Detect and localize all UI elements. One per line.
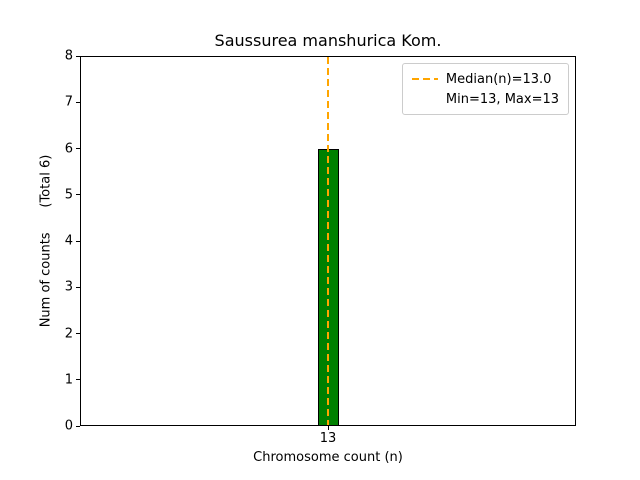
legend-entry-median: Median(n)=13.0	[411, 69, 559, 89]
legend-label-median: Median(n)=13.0	[445, 71, 552, 87]
y-tick-mark	[76, 148, 80, 149]
y-tick-mark	[76, 194, 80, 196]
y-tick-mark	[76, 379, 80, 381]
y-tick-mark	[76, 286, 80, 288]
x-tick-label: 13	[319, 431, 337, 446]
y-tick-label: 3	[64, 279, 73, 295]
y-tick-label: 7	[64, 94, 73, 110]
legend-entry-minmax: Min=13, Max=13	[412, 89, 559, 109]
y-tick-label: 2	[64, 326, 73, 341]
legend-label-minmax: Min=13, Max=13	[445, 91, 559, 107]
y-tick-label: 0	[64, 418, 73, 434]
y-tick-mark	[76, 425, 80, 427]
legend-marker-spacer	[412, 98, 438, 100]
y-tick-mark	[76, 101, 80, 103]
y-tick-mark	[76, 240, 80, 242]
y-tick-label: 8	[64, 48, 73, 64]
y-tick-mark	[76, 333, 80, 334]
chart-title: Saussurea manshurica Kom.	[214, 31, 442, 50]
y-tick-label: 1	[64, 372, 73, 388]
median-line	[327, 57, 329, 425]
x-axis-label: Chromosome count (n)	[253, 450, 403, 465]
x-tick-mark	[327, 426, 329, 430]
y-tick-mark	[76, 55, 80, 57]
y-tick-label: 4	[64, 233, 73, 249]
y-tick-label: 6	[64, 141, 73, 156]
y-tick-label: 5	[64, 187, 73, 203]
y-axis-label: Num of counts (Total 6)	[38, 154, 54, 328]
legend: Median(n)=13.0 Min=13, Max=13	[401, 63, 569, 115]
median-dashed-line-icon	[411, 78, 438, 80]
